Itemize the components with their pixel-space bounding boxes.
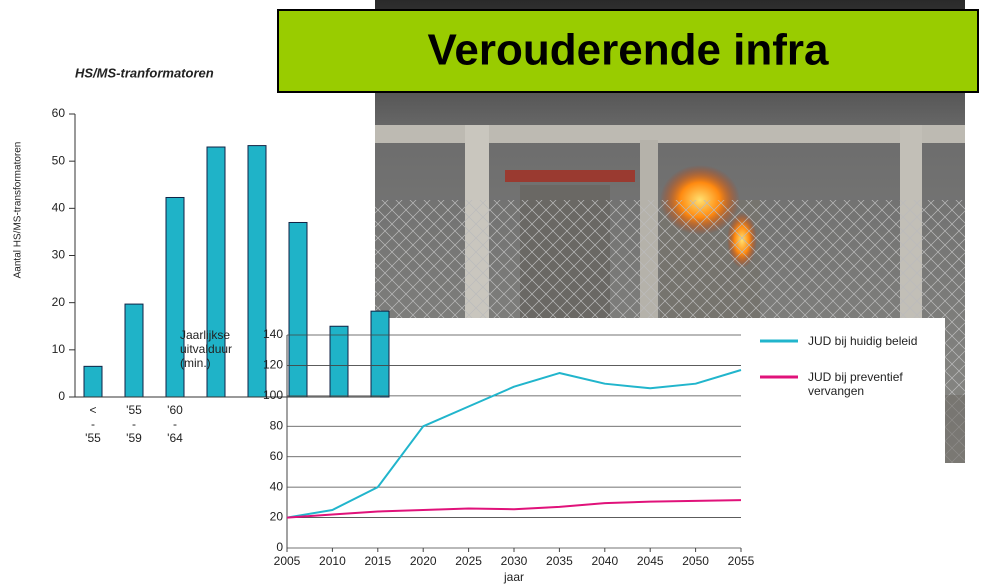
y-axis-label: Jaarlijkse uitvalduur (min.) <box>180 328 233 370</box>
legend-label: JUD bij preventief vervangen <box>808 370 903 398</box>
x-tick-label: '60 -'64 <box>167 403 183 445</box>
x-tick-label: 2015 <box>364 554 391 568</box>
x-tick-label: 2035 <box>546 554 573 568</box>
x-tick-label: 2005 <box>274 554 301 568</box>
y-tick-label: 120 <box>263 358 283 372</box>
x-tick-label: 2045 <box>637 554 664 568</box>
x-tick-label: 2020 <box>410 554 437 568</box>
y-tick-label: 20 <box>52 295 66 309</box>
x-tick-label: 2010 <box>319 554 346 568</box>
y-tick-label: 100 <box>263 388 283 402</box>
y-tick-label: 0 <box>58 389 65 403</box>
y-axis-label: Aantal HS/MS-transformatoren <box>13 142 24 279</box>
y-tick-label: 0 <box>276 540 283 554</box>
legend-label: JUD bij huidig beleid <box>808 334 918 348</box>
chart-title: HS/MS-tranformatoren <box>75 65 214 80</box>
x-tick-label: < -'55 <box>85 403 101 445</box>
y-tick-label: 40 <box>270 479 284 493</box>
chart-panel <box>172 318 945 588</box>
x-axis-label: jaar <box>503 570 524 584</box>
line-series <box>286 369 742 519</box>
y-tick-label: 40 <box>52 201 66 215</box>
bar <box>370 310 390 398</box>
x-tick-label: 2025 <box>455 554 482 568</box>
y-tick-label: 50 <box>52 153 66 167</box>
x-tick-label: 2040 <box>591 554 618 568</box>
line-series <box>286 499 742 519</box>
bar <box>329 325 349 398</box>
y-tick-label: 80 <box>270 418 284 432</box>
y-tick-label: 60 <box>270 449 284 463</box>
slide-title: Verouderende infra <box>427 26 829 75</box>
x-tick-label: 2030 <box>501 554 528 568</box>
bar <box>83 365 103 398</box>
title-box <box>277 9 979 93</box>
y-tick-label: 60 <box>52 106 66 120</box>
bar <box>124 303 144 398</box>
y-tick-label: 140 <box>263 327 283 341</box>
x-tick-label: '55 -'59 <box>126 403 142 445</box>
y-tick-label: 10 <box>52 342 66 356</box>
y-tick-label: 20 <box>270 510 284 524</box>
y-tick-label: 30 <box>52 248 66 262</box>
bar <box>288 221 308 398</box>
x-tick-label: 2055 <box>728 554 755 568</box>
x-tick-label: 2050 <box>682 554 709 568</box>
